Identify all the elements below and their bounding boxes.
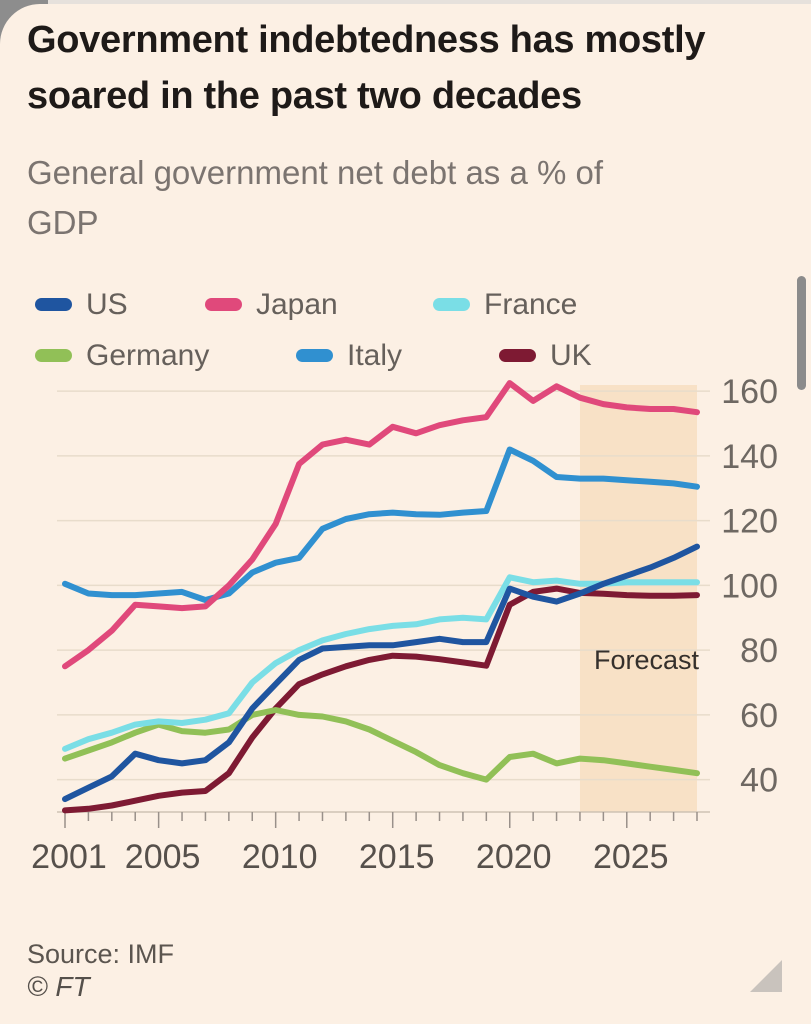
- legend-swatch-japan: [205, 298, 242, 311]
- scrollbar-thumb[interactable]: [797, 276, 806, 390]
- legend-item-japan: Japan: [205, 288, 433, 322]
- series-line-us: [62, 543, 700, 803]
- legend-label: UK: [550, 338, 592, 372]
- y-axis-label: 60: [740, 697, 778, 735]
- legend-label: Germany: [86, 338, 210, 372]
- legend-row: Germany Italy UK: [0, 330, 780, 381]
- legend-item-us: US: [35, 288, 205, 322]
- legend-item-france: France: [433, 288, 577, 322]
- legend-label: France: [484, 287, 578, 321]
- x-axis-label: 2025: [593, 838, 669, 876]
- series-line-france: [62, 574, 700, 752]
- y-axis-label: 120: [721, 503, 778, 541]
- legend-swatch-us: [35, 298, 72, 311]
- series-line-germany: [62, 707, 700, 783]
- legend-swatch-germany: [35, 349, 72, 362]
- x-axis-label: 2001: [31, 838, 107, 876]
- legend-swatch-france: [433, 298, 470, 311]
- forecast-label: Forecast: [594, 645, 700, 675]
- x-axis-label: 2010: [242, 838, 318, 876]
- ft-credit: © FT: [27, 971, 90, 1002]
- chart-subtitle: General government net debt as a % of GD…: [27, 154, 604, 241]
- legend: US Japan France Germany Italy UK: [0, 279, 780, 381]
- legend-label: US: [86, 287, 128, 321]
- y-axis-label: 100: [721, 567, 778, 605]
- y-axis-label: 80: [740, 632, 778, 670]
- legend-item-italy: Italy: [296, 339, 499, 373]
- resize-handle-icon: [750, 960, 782, 992]
- legend-item-germany: Germany: [35, 339, 296, 373]
- legend-item-uk: UK: [499, 339, 592, 373]
- series-line-italy: [62, 446, 700, 603]
- x-axis-label: 2005: [125, 838, 201, 876]
- series-line-uk: [62, 585, 700, 814]
- x-axis-label: 2015: [359, 838, 435, 876]
- legend-label: Japan: [256, 287, 338, 321]
- source-note: Source: IMF: [27, 939, 175, 969]
- legend-row: US Japan France: [0, 279, 780, 330]
- x-axis-label: 2020: [476, 838, 552, 876]
- legend-swatch-italy: [296, 349, 333, 362]
- chart-title: Government indebtedness has mostly soare…: [27, 19, 706, 118]
- y-axis-label: 140: [721, 438, 778, 476]
- y-axis-label: 40: [740, 762, 778, 800]
- legend-swatch-uk: [499, 349, 536, 362]
- legend-label: Italy: [347, 338, 403, 372]
- y-axis-label: 160: [721, 373, 778, 411]
- series-line-japan: [62, 380, 700, 670]
